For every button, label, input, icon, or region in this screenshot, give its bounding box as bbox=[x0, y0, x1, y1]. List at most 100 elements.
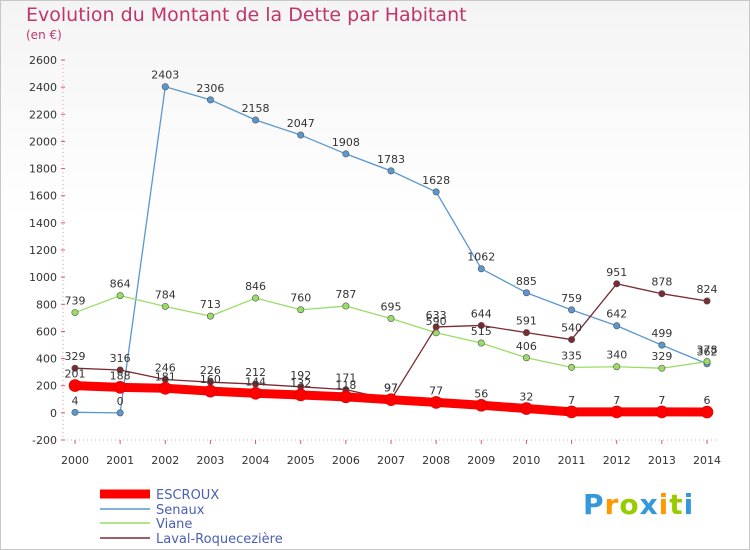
data-label: 201 bbox=[65, 368, 86, 381]
x-tick-label: 2014 bbox=[693, 454, 721, 467]
data-label: 246 bbox=[155, 361, 176, 374]
y-tick-label: 400 bbox=[36, 353, 57, 366]
y-tick-label: 2600 bbox=[29, 54, 57, 67]
data-label: 97 bbox=[384, 382, 398, 395]
data-label: 515 bbox=[471, 325, 492, 338]
y-tick-label: 1600 bbox=[29, 190, 57, 203]
data-label: 784 bbox=[155, 288, 176, 301]
proxiti-logo: Proxiti bbox=[583, 488, 694, 521]
data-label: 2047 bbox=[287, 117, 315, 130]
data-label: 329 bbox=[65, 350, 86, 363]
data-label: 181 bbox=[155, 370, 176, 383]
data-point bbox=[297, 131, 305, 139]
data-label: 1062 bbox=[467, 251, 495, 264]
data-point bbox=[294, 388, 308, 402]
data-point bbox=[71, 364, 79, 372]
logo-letter: x bbox=[639, 488, 659, 521]
x-tick-label: 2012 bbox=[603, 454, 631, 467]
data-point bbox=[339, 390, 353, 404]
data-label: 2306 bbox=[196, 82, 224, 95]
data-label: 160 bbox=[200, 373, 221, 386]
data-label: 713 bbox=[200, 298, 221, 311]
data-label: 7 bbox=[613, 394, 620, 407]
data-point bbox=[565, 405, 578, 419]
x-tick-label: 2011 bbox=[558, 454, 586, 467]
data-point bbox=[71, 408, 79, 416]
data-label: 499 bbox=[651, 327, 672, 340]
logo-letter: P bbox=[583, 488, 605, 521]
data-label: 824 bbox=[697, 283, 718, 296]
data-label: 1628 bbox=[422, 174, 450, 187]
data-point bbox=[161, 83, 169, 91]
data-label: 739 bbox=[65, 295, 86, 308]
data-label: 226 bbox=[200, 364, 221, 377]
data-label: 77 bbox=[429, 384, 443, 397]
data-point bbox=[655, 405, 669, 419]
y-tick-label: 200 bbox=[36, 380, 57, 393]
data-label: 642 bbox=[606, 308, 627, 321]
data-point bbox=[520, 402, 533, 415]
data-point bbox=[158, 381, 172, 395]
data-label: 644 bbox=[471, 307, 492, 320]
data-label: 2403 bbox=[151, 69, 179, 82]
data-label: 846 bbox=[245, 280, 266, 293]
data-label: 878 bbox=[651, 276, 672, 289]
data-label: 56 bbox=[474, 387, 488, 400]
series-layer bbox=[68, 83, 714, 419]
data-label: 695 bbox=[381, 301, 402, 314]
data-label: 885 bbox=[516, 275, 537, 288]
data-point bbox=[522, 289, 530, 297]
data-point bbox=[297, 306, 305, 314]
y-tick-label: 0 bbox=[50, 407, 57, 420]
data-point bbox=[474, 398, 488, 412]
x-tick-label: 2010 bbox=[512, 454, 540, 467]
data-label: 144 bbox=[245, 375, 266, 388]
data-label: 362 bbox=[697, 346, 718, 359]
data-label: 0 bbox=[117, 395, 124, 408]
y-tick-label: 1800 bbox=[29, 163, 57, 176]
x-tick-label: 2008 bbox=[422, 454, 450, 467]
logo-letter: i bbox=[683, 488, 695, 521]
data-label: 97 bbox=[384, 382, 398, 395]
data-label: 864 bbox=[110, 278, 131, 291]
x-tick-label: 2006 bbox=[332, 454, 360, 467]
data-point bbox=[522, 354, 530, 362]
data-point bbox=[703, 358, 711, 366]
data-point bbox=[342, 150, 350, 158]
data-point bbox=[568, 363, 576, 371]
data-label: 118 bbox=[335, 379, 356, 392]
axes: -200020040060080010001200140016001800200… bbox=[29, 54, 721, 467]
data-point bbox=[252, 294, 260, 302]
data-label: 378 bbox=[697, 344, 718, 357]
data-point bbox=[249, 387, 262, 400]
data-label: 171 bbox=[335, 372, 356, 385]
data-point bbox=[206, 96, 214, 104]
data-point bbox=[206, 312, 214, 320]
data-label: 335 bbox=[561, 349, 582, 362]
data-point bbox=[613, 363, 621, 371]
data-label: 1908 bbox=[332, 136, 360, 149]
data-point bbox=[568, 306, 576, 314]
data-label: 787 bbox=[335, 288, 356, 301]
legend-label: Laval-Roquecezière bbox=[156, 532, 283, 547]
data-label: 4 bbox=[72, 394, 79, 407]
chart-title: Evolution du Montant de la Dette par Hab… bbox=[26, 4, 467, 26]
x-tick-label: 2009 bbox=[467, 454, 495, 467]
data-point bbox=[610, 405, 624, 419]
data-point bbox=[116, 366, 124, 374]
legend-label: Senaux bbox=[156, 503, 205, 518]
data-label: 188 bbox=[110, 369, 131, 382]
data-point bbox=[161, 302, 169, 310]
y-tick-label: 600 bbox=[36, 325, 57, 338]
logo-letter: r bbox=[604, 488, 620, 521]
data-label: 1783 bbox=[377, 153, 405, 166]
data-point bbox=[342, 302, 350, 310]
data-label: 406 bbox=[516, 340, 537, 353]
x-tick-label: 2001 bbox=[106, 454, 134, 467]
data-label: 132 bbox=[290, 377, 311, 390]
data-point bbox=[252, 116, 260, 124]
data-point bbox=[113, 381, 127, 394]
data-label: 340 bbox=[606, 349, 627, 362]
x-tick-label: 2013 bbox=[648, 454, 676, 467]
